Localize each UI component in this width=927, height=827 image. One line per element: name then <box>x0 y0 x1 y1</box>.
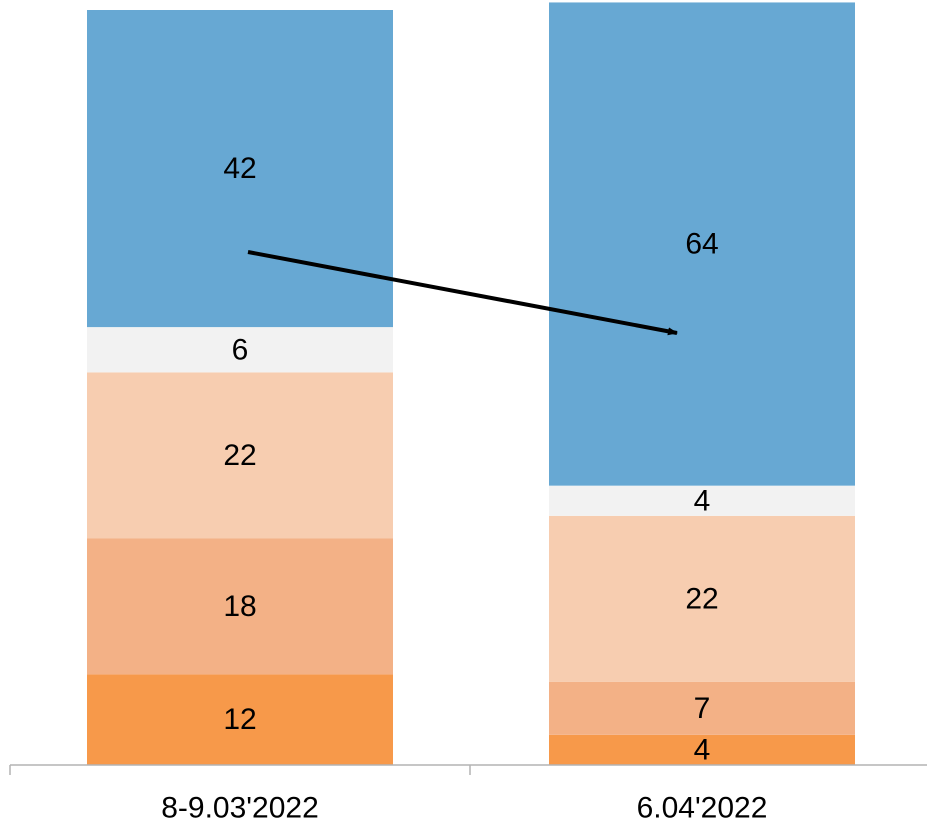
bar-segment-1-3 <box>549 485 855 516</box>
trend-arrow <box>247 250 678 336</box>
x-tick-labels: 8-9.03'2022 6.04'2022 <box>161 792 767 825</box>
data-label-0-3: 6 <box>232 333 249 366</box>
data-label-0-2: 22 <box>223 439 256 472</box>
bar-segment-0-2 <box>87 372 393 539</box>
bar-segment-1-0 <box>549 734 855 765</box>
data-label-0-1: 18 <box>223 590 256 623</box>
bars-layer <box>87 2 855 765</box>
data-label-1-1: 7 <box>694 692 711 725</box>
bar-segment-1-1 <box>549 681 855 735</box>
data-label-0-0: 12 <box>223 703 256 736</box>
bar-segment-0-0 <box>87 674 393 765</box>
data-label-1-2: 22 <box>685 582 718 615</box>
data-label-0-4: 42 <box>223 152 256 185</box>
bar-segment-1-2 <box>549 515 855 682</box>
data-label-1-4: 64 <box>685 228 718 261</box>
bar-segment-1-4 <box>549 2 855 486</box>
x-tick-label-1: 6.04'2022 <box>637 792 768 825</box>
bar-segment-0-3 <box>87 327 393 373</box>
bar-segment-0-4 <box>87 10 393 328</box>
data-label-1-0: 4 <box>694 733 711 766</box>
x-axis <box>9 764 927 775</box>
x-tick-label-0: 8-9.03'2022 <box>161 792 319 825</box>
bar-segment-0-1 <box>87 538 393 675</box>
data-label-1-3: 4 <box>694 484 711 517</box>
segment-labels-layer: 12 18 22 6 42 4 7 22 4 64 <box>223 152 718 766</box>
